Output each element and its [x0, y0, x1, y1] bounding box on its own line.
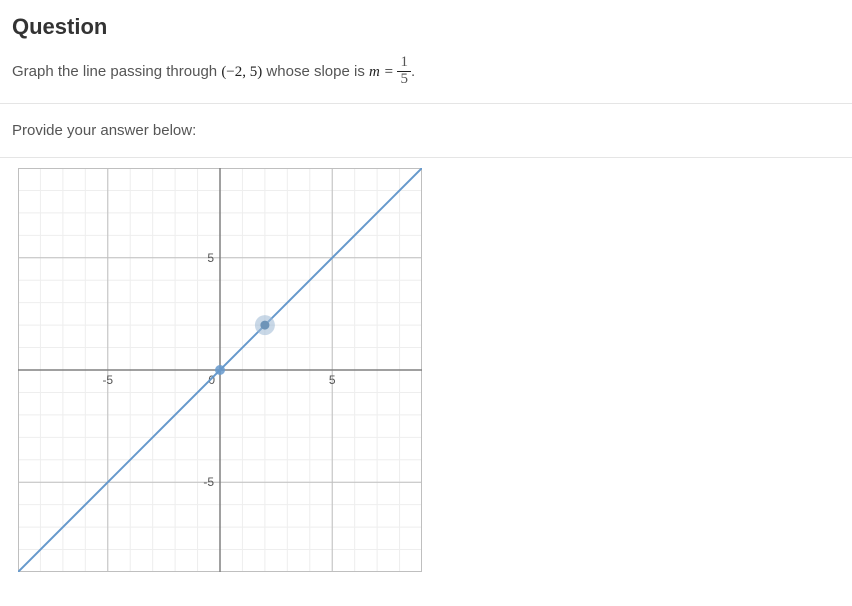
point-value: (−2, 5): [221, 64, 262, 80]
fraction-numerator: 1: [397, 55, 411, 72]
prompt-mid: whose slope is: [262, 63, 369, 80]
section-divider-2: [0, 157, 852, 158]
question-heading: Question: [12, 14, 840, 40]
fraction-denominator: 5: [397, 72, 411, 88]
prompt-prefix: Graph the line passing through: [12, 63, 221, 80]
slope-var: m =: [369, 64, 397, 80]
slope-fraction: 15: [397, 55, 411, 88]
y-tick-label: -5: [203, 475, 214, 489]
y-tick-label: 5: [207, 250, 214, 264]
answer-prompt: Provide your answer below:: [12, 122, 840, 139]
origin-point[interactable]: [215, 365, 225, 375]
x-tick-label: 5: [329, 373, 336, 387]
question-prompt: Graph the line passing through (−2, 5) w…: [12, 56, 840, 89]
coordinate-graph[interactable]: -5-5550: [18, 168, 422, 572]
draggable-point[interactable]: [260, 320, 269, 329]
x-tick-label: -5: [102, 373, 113, 387]
prompt-suffix: .: [411, 63, 415, 80]
section-divider-1: [0, 103, 852, 104]
